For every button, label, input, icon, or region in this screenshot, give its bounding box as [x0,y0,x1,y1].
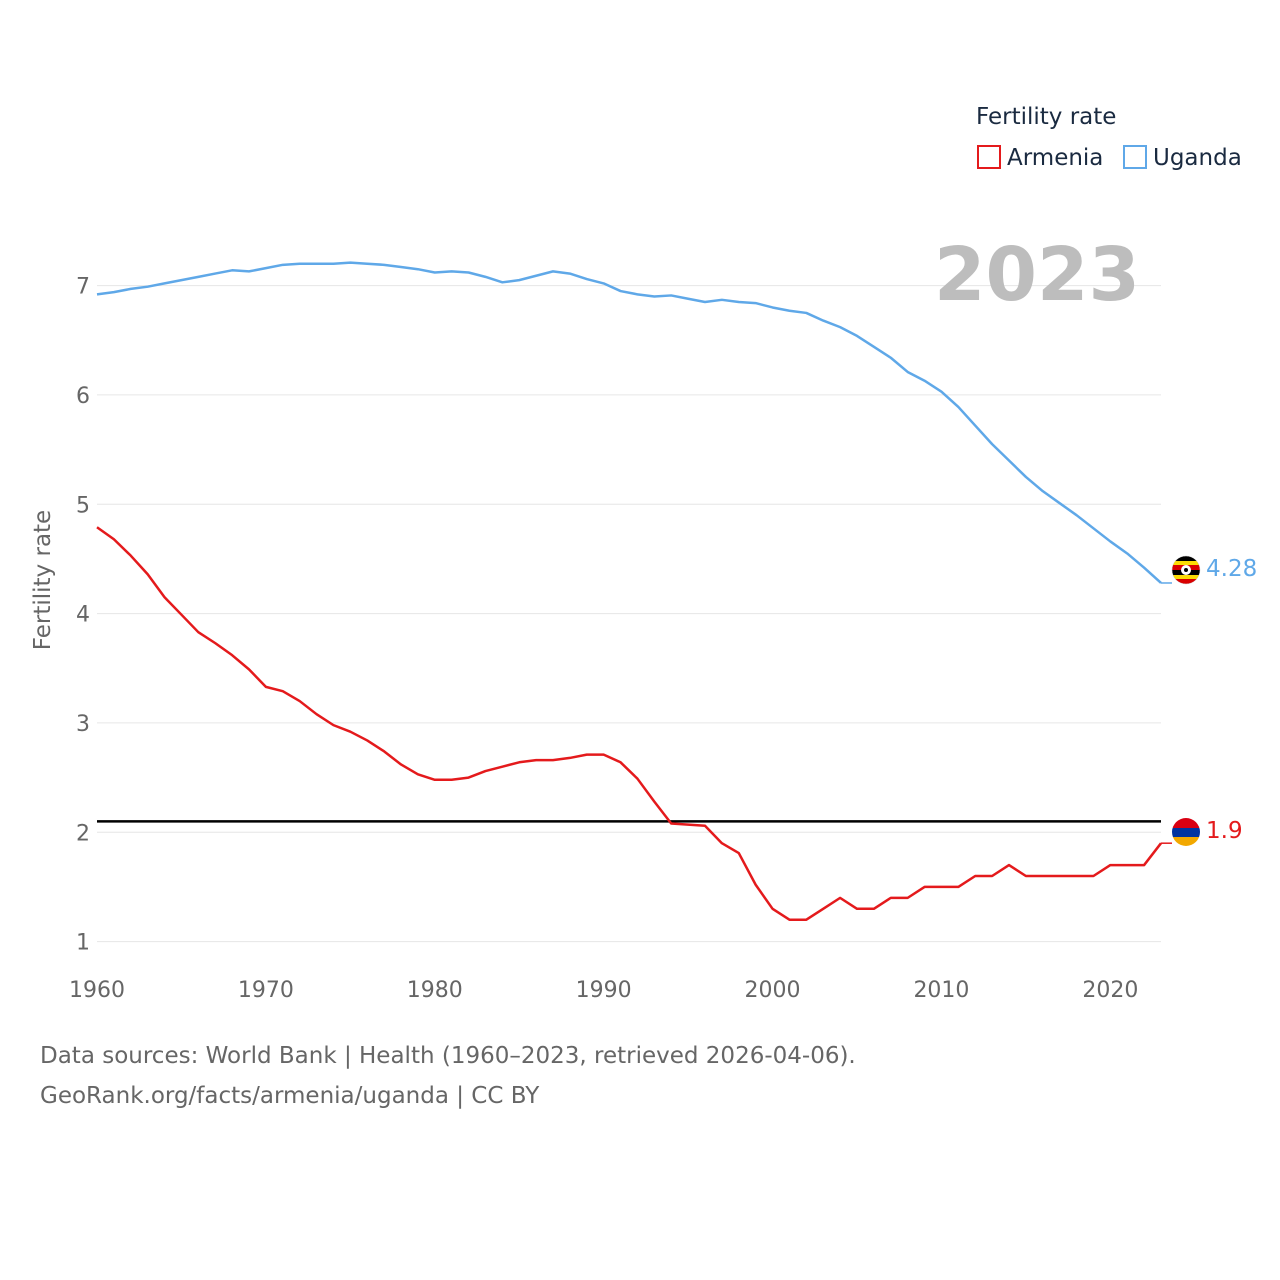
y-tick-label: 7 [76,275,90,300]
y-tick-label: 1 [76,931,90,956]
y-tick-label: 4 [76,603,90,628]
series-line-uganda [96,261,1162,584]
legend-swatch-armenia [977,145,1001,169]
x-axis-ticks: 1960 1970 1980 1990 2000 2010 2020 [69,978,1138,1003]
y-tick-label: 2 [76,821,90,846]
x-tick-label: 2020 [1082,978,1138,1003]
armenia-flag-icon [1172,818,1200,846]
year-label: 2023 [934,232,1140,318]
footer-attribution: GeoRank.org/facts/armenia/uganda | CC BY [40,1083,540,1109]
x-tick-label: 2010 [913,978,969,1003]
legend-swatch-uganda [1123,145,1147,169]
y-tick-label: 5 [76,493,90,518]
series-lines [96,261,1172,921]
legend-title: Fertility rate [976,104,1116,130]
legend: Fertility rate Armenia Uganda [976,104,1242,171]
x-tick-label: 1990 [576,978,632,1003]
legend-label-uganda: Uganda [1153,145,1242,171]
x-tick-label: 1960 [69,978,125,1003]
y-tick-label: 3 [76,712,90,737]
gridlines [97,285,1161,943]
legend-label-armenia: Armenia [1007,145,1103,171]
uganda-end-value: 4.28 [1206,556,1257,582]
footer-sources: Data sources: World Bank | Health (1960–… [40,1043,856,1069]
y-tick-label: 6 [76,384,90,409]
uganda-flag-border [1171,555,1201,585]
uganda-flag-icon [1172,556,1200,584]
x-tick-label: 2000 [745,978,801,1003]
armenia-end-value: 1.9 [1206,818,1243,844]
x-tick-label: 1970 [238,978,294,1003]
x-tick-label: 1980 [407,978,463,1003]
y-axis-title: Fertility rate [30,510,56,650]
y-axis-ticks: 1 2 3 4 5 6 7 [76,275,90,956]
series-line-armenia [96,526,1162,921]
